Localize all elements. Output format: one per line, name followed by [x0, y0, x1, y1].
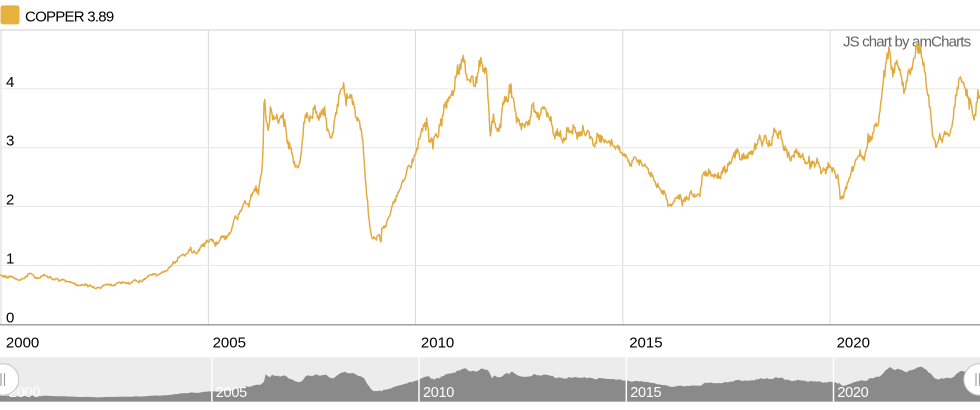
svg-text:2020: 2020 — [837, 335, 870, 352]
svg-text:2015: 2015 — [629, 335, 662, 352]
svg-text:2015: 2015 — [630, 385, 661, 401]
svg-text:2: 2 — [6, 192, 14, 209]
svg-text:4: 4 — [6, 74, 14, 91]
svg-text:2000: 2000 — [9, 385, 40, 401]
svg-text:1: 1 — [6, 250, 14, 267]
svg-text:JS chart by amCharts: JS chart by amCharts — [843, 33, 971, 50]
svg-text:3: 3 — [6, 133, 14, 150]
svg-text:2010: 2010 — [421, 335, 454, 352]
svg-text:2020: 2020 — [837, 385, 868, 401]
svg-text:2005: 2005 — [216, 385, 247, 401]
svg-text:2000: 2000 — [6, 335, 39, 352]
svg-text:2010: 2010 — [423, 385, 454, 401]
svg-text:COPPER 3.89: COPPER 3.89 — [25, 8, 114, 25]
svg-text:0: 0 — [6, 309, 14, 326]
svg-text:2005: 2005 — [213, 335, 246, 352]
